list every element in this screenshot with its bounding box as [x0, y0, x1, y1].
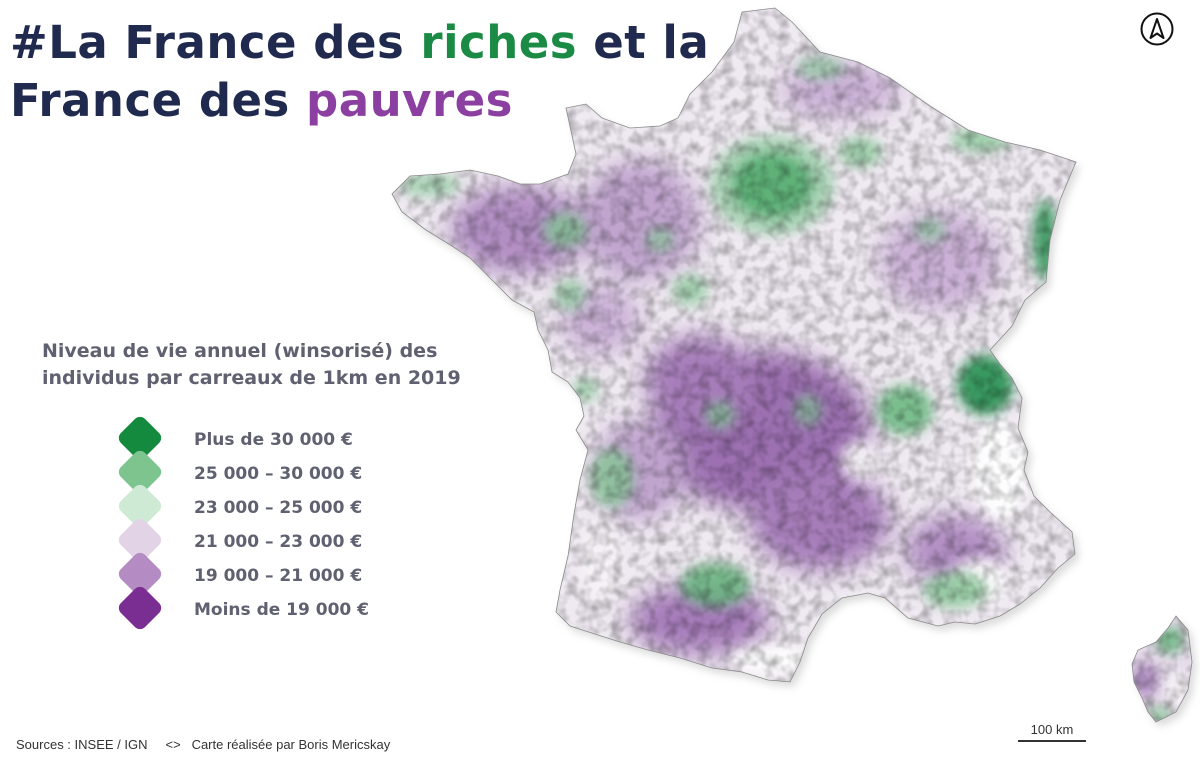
scale-bar-label: 100 km: [1030, 722, 1074, 737]
legend-label: 19 000 – 21 000 €: [194, 566, 363, 586]
title-line2-prefix: France des: [10, 74, 307, 127]
legend-item: Plus de 30 000 €: [115, 413, 395, 463]
scale-bar: 100 km: [1018, 722, 1086, 742]
legend-label: 25 000 – 30 000 €: [194, 464, 363, 484]
sources-credit: Sources : INSEE / IGN <> Carte réalisée …: [16, 737, 391, 752]
legend-title: Niveau de vie annuel (winsorisé) des ind…: [42, 340, 461, 389]
title-pauvres-word: pauvres: [306, 74, 513, 127]
legend-label: 23 000 – 25 000 €: [194, 498, 363, 518]
legend-item: Moins de 19 000 €: [115, 583, 395, 633]
legend-item: 25 000 – 30 000 €: [115, 447, 395, 497]
legend-label: Moins de 19 000 €: [194, 600, 369, 620]
scale-bar-line: [1018, 740, 1086, 742]
map-title: #La France des riches et la France des p…: [10, 14, 709, 130]
title-line1-prefix: #La France des: [10, 16, 421, 69]
legend-item: 19 000 – 21 000 €: [115, 549, 395, 599]
legend: Plus de 30 000 € 25 000 – 30 000 € 23 000 …: [115, 413, 395, 633]
legend-label: Plus de 30 000 €: [194, 430, 353, 450]
north-arrow-icon: [1140, 12, 1174, 46]
title-line1-suffix: et la: [577, 16, 710, 69]
legend-item: 23 000 – 25 000 €: [115, 481, 395, 531]
legend-item: 21 000 – 23 000 €: [115, 515, 395, 565]
legend-label: 21 000 – 23 000 €: [194, 532, 363, 552]
title-riches-word: riches: [420, 16, 578, 69]
